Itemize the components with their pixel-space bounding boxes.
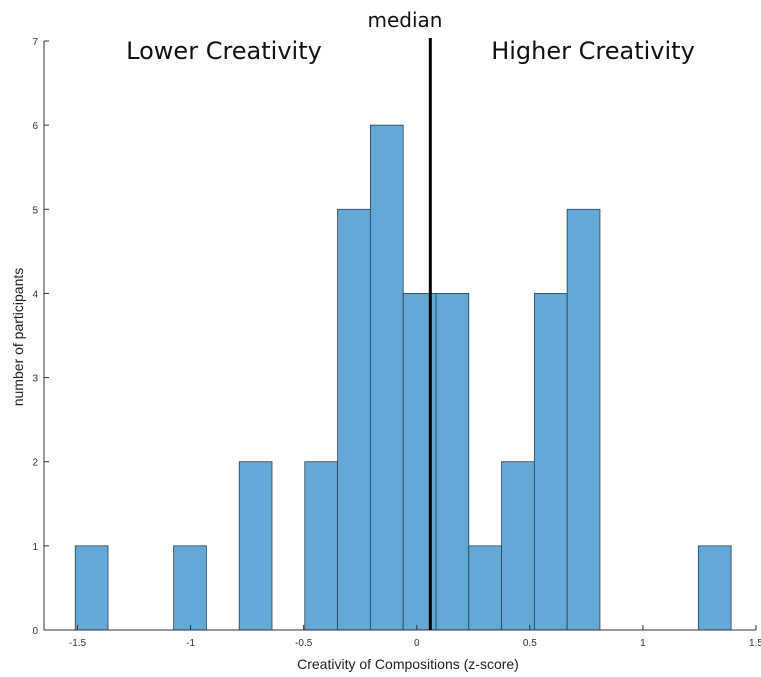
histogram-bar bbox=[533, 293, 568, 631]
x-tick-label: -0.5 bbox=[295, 638, 313, 649]
histogram-bar bbox=[238, 461, 273, 631]
histogram-bar bbox=[435, 293, 470, 631]
histogram-bar bbox=[468, 545, 502, 631]
histogram-bar bbox=[369, 124, 404, 631]
histogram-bar bbox=[566, 208, 601, 631]
x-tick-label: 0 bbox=[414, 638, 420, 649]
histogram-bar bbox=[697, 545, 732, 631]
x-axis-label: Creativity of Compositions (z-score) bbox=[297, 656, 519, 672]
x-tick-label: 1.5 bbox=[749, 638, 761, 649]
histogram-bar bbox=[173, 545, 207, 631]
y-ticks: 0 1 2 3 4 5 6 7 bbox=[32, 37, 49, 637]
axes-layer bbox=[43, 41, 756, 631]
x-tick-label: 1 bbox=[640, 638, 646, 649]
lower-creativity-label: Lower Creativity bbox=[126, 37, 322, 65]
median-label: median bbox=[368, 8, 443, 32]
y-tick-label: 1 bbox=[32, 542, 38, 553]
higher-creativity-label: Higher Creativity bbox=[491, 37, 695, 65]
y-axis-label: number of participants bbox=[10, 268, 26, 407]
y-tick-label: 6 bbox=[32, 121, 38, 132]
x-tick-label: 0.5 bbox=[523, 638, 537, 649]
histogram-bar bbox=[74, 545, 109, 631]
y-tick-label: 0 bbox=[32, 626, 38, 637]
y-tick-label: 7 bbox=[32, 37, 38, 48]
x-tick-label: -1.5 bbox=[69, 638, 87, 649]
histogram-bar bbox=[304, 461, 338, 631]
bars-layer bbox=[74, 124, 732, 631]
y-tick-label: 3 bbox=[32, 374, 38, 385]
x-ticks: -1.5 -1 -0.5 0 0.5 1 1.5 bbox=[69, 625, 761, 649]
histogram-bar bbox=[337, 208, 371, 631]
y-tick-label: 2 bbox=[32, 458, 38, 469]
x-tick-label: -1 bbox=[186, 638, 195, 649]
y-tick-label: 4 bbox=[32, 289, 38, 300]
y-tick-label: 5 bbox=[32, 205, 38, 216]
histogram-bar bbox=[501, 461, 535, 631]
